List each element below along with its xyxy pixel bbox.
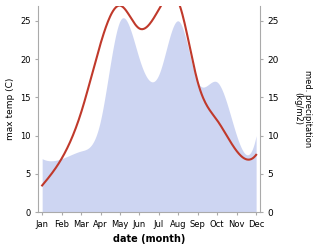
- X-axis label: date (month): date (month): [113, 234, 185, 244]
- Y-axis label: max temp (C): max temp (C): [5, 78, 15, 140]
- Y-axis label: med. precipitation
(kg/m2): med. precipitation (kg/m2): [293, 70, 313, 148]
